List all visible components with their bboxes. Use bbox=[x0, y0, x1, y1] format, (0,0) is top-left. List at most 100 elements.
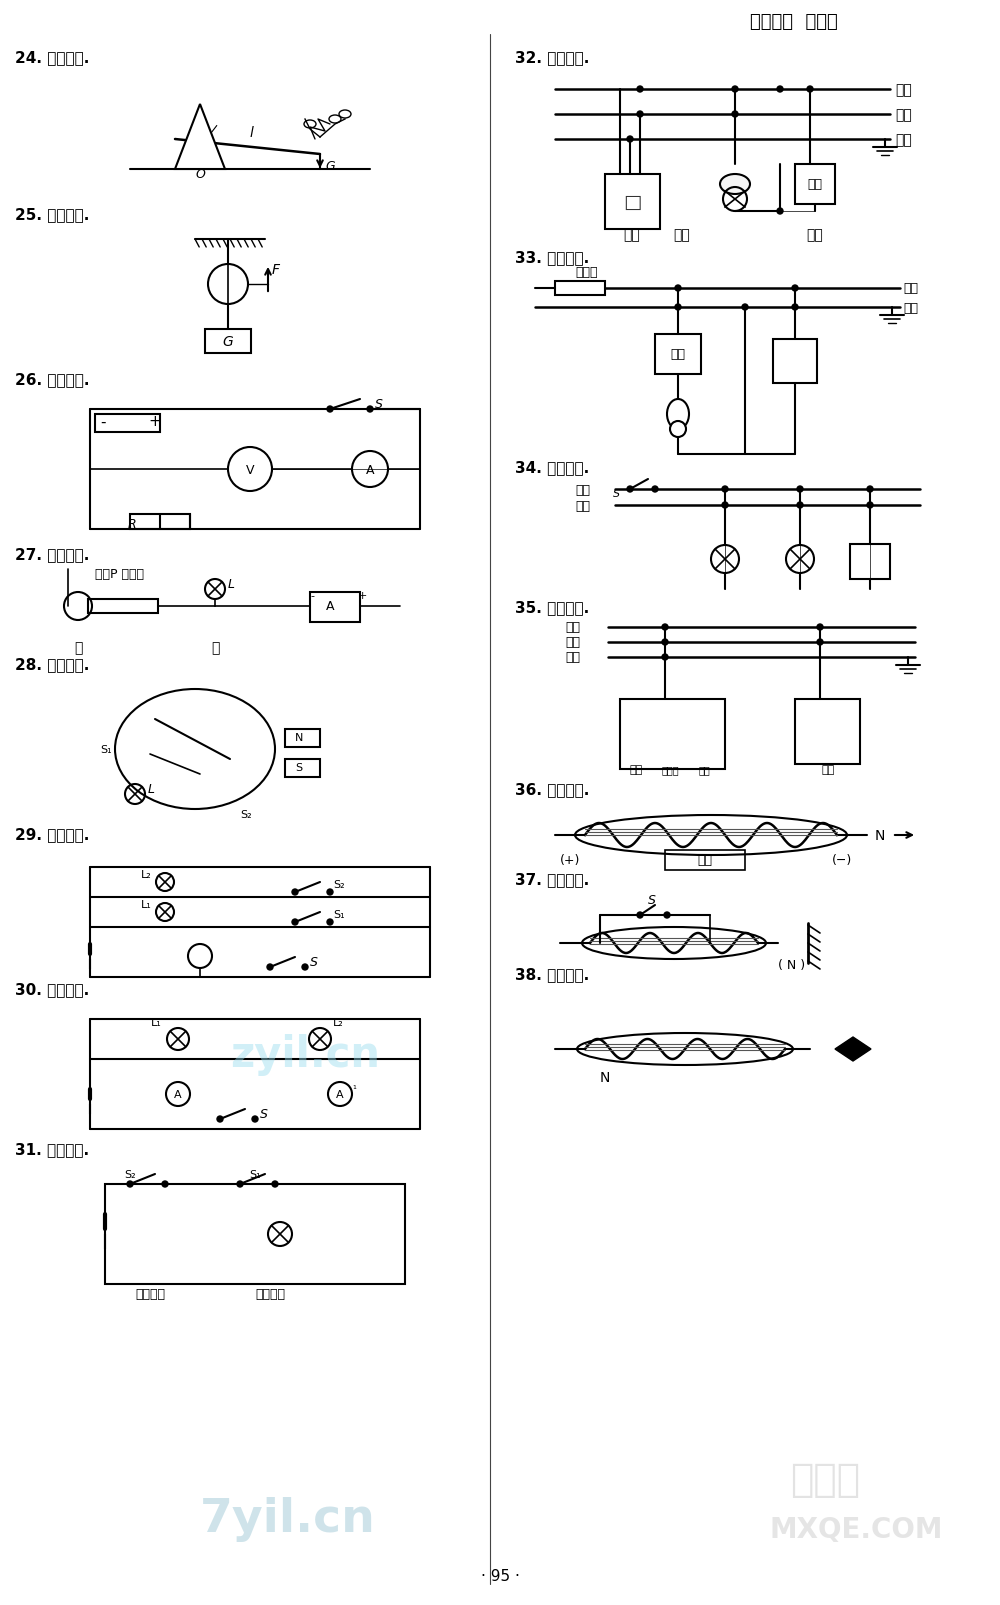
Circle shape bbox=[662, 655, 668, 661]
Text: S: S bbox=[295, 762, 302, 772]
Text: 7yil.cn: 7yil.cn bbox=[200, 1496, 376, 1541]
Circle shape bbox=[652, 486, 658, 493]
Text: L₁: L₁ bbox=[151, 1018, 162, 1027]
Circle shape bbox=[817, 624, 823, 631]
Circle shape bbox=[867, 502, 873, 509]
Circle shape bbox=[797, 502, 803, 509]
Text: 零线: 零线 bbox=[565, 636, 580, 648]
Text: S: S bbox=[260, 1107, 268, 1120]
Text: 火线: 火线 bbox=[565, 621, 580, 634]
Bar bbox=[655, 335, 701, 374]
Text: 火线: 火线 bbox=[575, 483, 590, 496]
Text: 插座: 插座 bbox=[674, 228, 690, 242]
Text: 指示灯: 指示灯 bbox=[661, 764, 679, 775]
Text: 35. 如图所示.: 35. 如图所示. bbox=[515, 600, 589, 615]
Text: L: L bbox=[228, 578, 235, 591]
Circle shape bbox=[675, 286, 681, 292]
Circle shape bbox=[252, 1117, 258, 1122]
Text: -: - bbox=[100, 414, 106, 429]
Text: 电源: 电源 bbox=[698, 854, 712, 867]
Text: L: L bbox=[148, 783, 155, 796]
Text: L₁: L₁ bbox=[141, 899, 152, 910]
Circle shape bbox=[664, 912, 670, 918]
Text: 36. 如图所示.: 36. 如图所示. bbox=[515, 782, 589, 798]
Text: N: N bbox=[295, 732, 303, 743]
Circle shape bbox=[777, 209, 783, 215]
Text: S₁: S₁ bbox=[333, 910, 345, 920]
Bar bbox=[850, 544, 890, 579]
Bar bbox=[130, 515, 190, 530]
Text: A: A bbox=[366, 464, 374, 477]
Circle shape bbox=[742, 305, 748, 311]
Text: +: + bbox=[358, 591, 367, 600]
Circle shape bbox=[867, 486, 873, 493]
Text: S: S bbox=[648, 894, 656, 907]
Circle shape bbox=[327, 406, 333, 412]
Text: 零线: 零线 bbox=[903, 302, 918, 315]
Text: 开关: 开关 bbox=[670, 348, 686, 361]
Text: L₂: L₂ bbox=[141, 870, 152, 880]
Text: 38. 如图所示.: 38. 如图所示. bbox=[515, 966, 589, 982]
Text: 开关: 开关 bbox=[629, 764, 643, 775]
Text: 33. 如图所示.: 33. 如图所示. bbox=[515, 250, 589, 265]
Text: 零线: 零线 bbox=[895, 108, 912, 122]
Circle shape bbox=[237, 1181, 243, 1188]
Text: N: N bbox=[875, 828, 885, 843]
Circle shape bbox=[272, 1181, 278, 1188]
Bar bbox=[620, 700, 725, 769]
Circle shape bbox=[627, 136, 633, 143]
Text: +: + bbox=[148, 414, 161, 429]
Ellipse shape bbox=[720, 175, 750, 194]
Circle shape bbox=[792, 286, 798, 292]
Circle shape bbox=[327, 889, 333, 896]
Text: 31. 如图所示.: 31. 如图所示. bbox=[15, 1141, 89, 1157]
Text: 27. 如图所示.: 27. 如图所示. bbox=[15, 547, 89, 562]
Circle shape bbox=[722, 486, 728, 493]
Text: 保险丝: 保险丝 bbox=[575, 266, 598, 279]
Text: 28. 如图所示.: 28. 如图所示. bbox=[15, 656, 89, 672]
Text: 24. 如图所示.: 24. 如图所示. bbox=[15, 50, 89, 66]
Text: F: F bbox=[272, 263, 280, 276]
Text: 开关: 开关 bbox=[807, 228, 823, 242]
Text: S₁: S₁ bbox=[100, 745, 112, 754]
Text: A: A bbox=[174, 1090, 182, 1099]
Bar bbox=[88, 600, 158, 613]
Circle shape bbox=[292, 920, 298, 926]
Text: 34. 如图所示.: 34. 如图所示. bbox=[515, 461, 589, 475]
Circle shape bbox=[732, 112, 738, 117]
Circle shape bbox=[292, 889, 298, 896]
Text: l: l bbox=[250, 125, 254, 140]
Text: -: - bbox=[310, 591, 314, 600]
Bar bbox=[310, 592, 360, 623]
Text: 声控开关: 声控开关 bbox=[135, 1287, 165, 1300]
Text: 开关: 开关 bbox=[808, 178, 822, 191]
Circle shape bbox=[722, 502, 728, 509]
Text: 29. 如图所示.: 29. 如图所示. bbox=[15, 827, 89, 843]
Bar bbox=[665, 851, 745, 870]
Bar bbox=[95, 414, 160, 433]
Circle shape bbox=[127, 1181, 133, 1188]
Text: 25. 如图所示.: 25. 如图所示. bbox=[15, 207, 89, 223]
Circle shape bbox=[797, 486, 803, 493]
Circle shape bbox=[662, 640, 668, 645]
Circle shape bbox=[817, 640, 823, 645]
Polygon shape bbox=[835, 1037, 871, 1061]
Text: S: S bbox=[613, 488, 620, 499]
Text: G: G bbox=[325, 159, 335, 172]
Bar bbox=[795, 700, 860, 764]
Text: O: O bbox=[195, 169, 205, 181]
Circle shape bbox=[637, 87, 643, 93]
Text: S₁: S₁ bbox=[249, 1170, 261, 1180]
Text: N: N bbox=[600, 1071, 610, 1085]
Circle shape bbox=[267, 965, 273, 971]
Text: 火线: 火线 bbox=[895, 83, 912, 96]
Text: ₁: ₁ bbox=[352, 1080, 356, 1090]
Text: R: R bbox=[128, 518, 137, 531]
Text: 电阵: 电阵 bbox=[698, 764, 710, 775]
Text: 答案圈: 答案圈 bbox=[790, 1461, 860, 1497]
Polygon shape bbox=[175, 104, 225, 170]
Circle shape bbox=[327, 920, 333, 926]
Circle shape bbox=[792, 305, 798, 311]
Text: (+): (+) bbox=[560, 854, 580, 867]
Bar bbox=[605, 175, 660, 230]
